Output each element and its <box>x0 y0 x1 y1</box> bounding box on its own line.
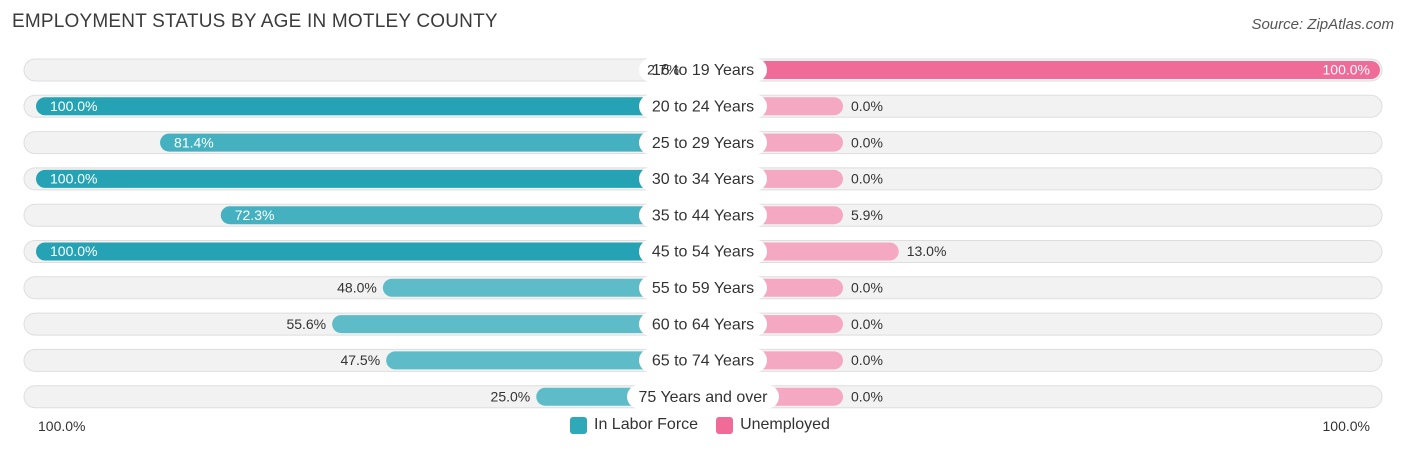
category-label-pill <box>639 94 767 119</box>
category-label-pill <box>639 130 767 155</box>
chart-title: EMPLOYMENT STATUS BY AGE IN MOTLEY COUNT… <box>12 11 498 32</box>
labor-force-value-label: 48.0% <box>337 280 377 296</box>
labor-force-bar <box>160 133 703 152</box>
category-label: 25 to 29 Years <box>652 135 754 152</box>
labor-force-bar <box>386 351 703 370</box>
legend-swatch-labor-force <box>570 416 587 434</box>
category-label-pill <box>639 166 767 191</box>
unemployed-value-label: 0.0% <box>851 171 883 187</box>
labor-force-value-label: 100.0% <box>50 98 97 114</box>
unemployed-value-label: 0.0% <box>851 98 883 114</box>
category-label: 16 to 19 Years <box>652 62 754 79</box>
unemployed-value-label: 0.0% <box>851 316 883 332</box>
labor-force-value-label: 25.0% <box>491 388 531 404</box>
labor-force-bar <box>36 242 703 261</box>
category-label: 55 to 59 Years <box>652 280 754 297</box>
unemployed-value-label: 0.0% <box>851 134 883 150</box>
category-label-pill <box>639 58 767 82</box>
unemployed-value-label: 0.0% <box>851 280 883 296</box>
category-label-pill <box>639 275 767 300</box>
labor-force-value-label: 100.0% <box>50 171 97 187</box>
category-label: 65 to 74 Years <box>652 353 754 370</box>
labor-force-bar <box>36 169 703 188</box>
legend-label-unemployed: Unemployed <box>740 416 830 433</box>
labor-force-value-label: 2.7% <box>647 62 679 78</box>
labor-force-value-label: 47.5% <box>340 352 380 368</box>
category-label: 60 to 64 Years <box>652 316 754 333</box>
labor-force-value-label: 55.6% <box>286 316 326 332</box>
labor-force-bar <box>382 278 703 297</box>
unemployed-value-label: 100.0% <box>1323 62 1370 78</box>
axis-left-label: 100.0% <box>38 418 86 434</box>
unemployed-value-label: 13.0% <box>907 243 947 259</box>
labor-force-bar <box>332 315 703 334</box>
category-label: 75 Years and over <box>639 389 769 406</box>
category-label-pill <box>627 384 779 409</box>
category-label: 45 to 54 Years <box>652 244 754 261</box>
category-label-pill <box>639 239 767 264</box>
labor-force-value-label: 72.3% <box>235 207 275 223</box>
chart-source: Source: ZipAtlas.com <box>1251 16 1394 33</box>
category-label: 35 to 44 Years <box>652 207 754 224</box>
unemployed-value-label: 0.0% <box>851 388 883 404</box>
labor-force-value-label: 100.0% <box>50 243 97 259</box>
legend-swatch-unemployed <box>716 416 734 434</box>
legend-label-labor-force: In Labor Force <box>594 416 699 433</box>
labor-force-value-label: 81.4% <box>174 134 214 150</box>
category-label: 30 to 34 Years <box>652 171 754 188</box>
unemployed-value-label: 5.9% <box>851 207 883 223</box>
labor-force-bar <box>36 97 703 116</box>
unemployed-value-label: 0.0% <box>851 352 883 368</box>
unemployed-bar <box>703 61 1380 79</box>
category-label: 20 to 24 Years <box>652 99 754 116</box>
legend: In Labor Force Unemployed <box>570 416 848 434</box>
category-label-pill <box>639 348 767 373</box>
axis-right-label: 100.0% <box>1322 418 1370 434</box>
legend-item-unemployed: Unemployed <box>716 416 830 434</box>
legend-item-labor-force: In Labor Force <box>570 416 698 434</box>
category-label-pill <box>639 203 767 228</box>
labor-force-bar <box>220 206 703 225</box>
category-label-pill <box>639 312 767 337</box>
